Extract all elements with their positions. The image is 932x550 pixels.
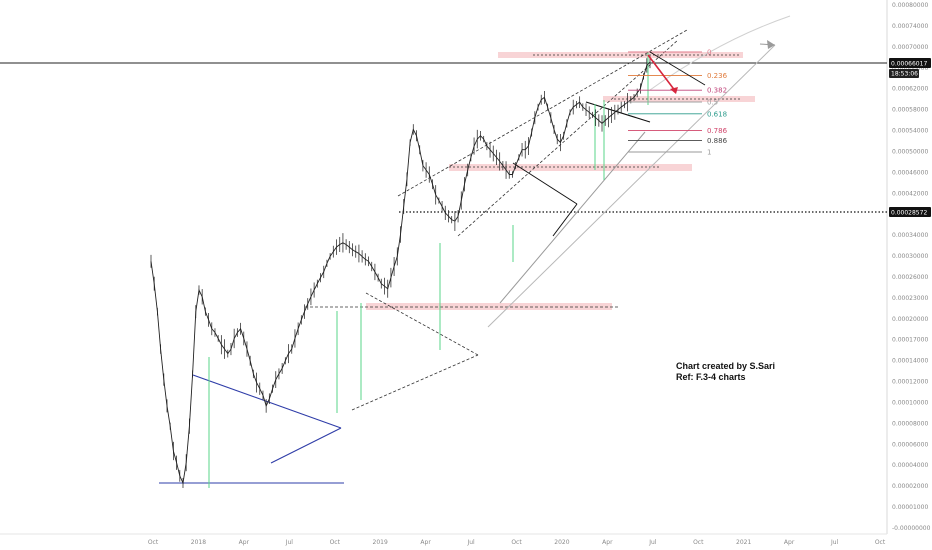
- price-marker-current: 0.00066017 18:53:06: [889, 58, 931, 78]
- x-tick-label: Apr: [239, 539, 250, 546]
- fib-label: 0.786: [707, 127, 728, 135]
- y-tick-label: 0.00030000: [892, 253, 928, 260]
- annotation-line-1: Chart created by S.Sari: [676, 361, 775, 371]
- time-axis[interactable]: Oct 2018 Apr Jul Oct 2019 Apr Jul Oct 2020 Apr Jul O…: [148, 539, 886, 546]
- fib-label: 0.618: [707, 110, 727, 118]
- y-tick-label: 0.00001000: [892, 504, 928, 511]
- x-tick-label: Jul: [648, 539, 657, 546]
- y-tick-label: 0.00046000: [892, 169, 928, 176]
- y-tick-label: 0.00006000: [892, 441, 928, 448]
- x-tick-label: 2019: [373, 539, 388, 546]
- x-tick-label: 2021: [736, 539, 751, 546]
- y-tick-label: 0.00008000: [892, 420, 928, 427]
- dotted-levels: [305, 54, 887, 308]
- fib-retracement: 0 0.236 0.382 0.5 0.618 0.786 0.886 1: [628, 49, 728, 157]
- red-forecast-arrow: [647, 40, 776, 94]
- green-spikes: [208, 52, 649, 488]
- x-tick-label: Oct: [148, 539, 159, 546]
- y-tick-label: 0.00014000: [892, 358, 928, 365]
- y-tick-label: 0.00017000: [892, 337, 928, 344]
- x-tick-label: Oct: [511, 539, 522, 546]
- x-tick-label: Oct: [693, 539, 704, 546]
- y-tick-label: 0.00034000: [892, 232, 928, 239]
- x-tick-label: Apr: [784, 539, 795, 546]
- trend-channel: [351, 29, 688, 411]
- x-tick-label: Jul: [830, 539, 839, 546]
- y-tick-label: 0.00080000: [892, 2, 928, 9]
- x-tick-label: 2020: [554, 539, 569, 546]
- y-tick-label: 0.00054000: [892, 128, 928, 135]
- y-tick-label: 0.00042000: [892, 190, 928, 197]
- y-tick-label: 0.00012000: [892, 379, 928, 386]
- support-zone-lower: [366, 303, 612, 310]
- x-tick-label: Oct: [875, 539, 886, 546]
- fib-label: 0: [707, 49, 711, 57]
- y-tick-label: 0.00026000: [892, 274, 928, 281]
- price-axis[interactable]: 0.00080000 0.00074000 0.00070000 0.00066000…: [892, 2, 931, 532]
- y-tick-label: -0.00000000: [892, 525, 931, 532]
- y-tick-label: 0.00004000: [892, 462, 928, 469]
- x-tick-label: 2018: [191, 539, 206, 546]
- y-tick-label: 0.00058000: [892, 107, 928, 114]
- y-tick-label: 0.00066000: [892, 65, 928, 72]
- y-tick-label: 0.00062000: [892, 86, 928, 93]
- price-marker-current-time: 18:53:06: [891, 71, 918, 78]
- price-series: [150, 55, 651, 488]
- fib-label: 0.886: [707, 137, 728, 145]
- support-zone-upper: [449, 164, 692, 171]
- y-tick-label: 0.00020000: [892, 316, 928, 323]
- y-tick-label: 0.00002000: [892, 483, 928, 490]
- y-tick-label: 0.00010000: [892, 399, 928, 406]
- x-tick-label: Apr: [420, 539, 431, 546]
- fib-label: 0.236: [707, 72, 728, 80]
- x-tick-label: Jul: [466, 539, 475, 546]
- price-marker-secondary-label: 0.00028572: [891, 210, 927, 217]
- price-line: [150, 61, 651, 485]
- blue-triangle: [159, 374, 344, 484]
- x-tick-label: Oct: [330, 539, 341, 546]
- y-tick-label: 0.00023000: [892, 295, 928, 302]
- chart-annotation: Chart created by S.Sari Ref: F.3-4 chart…: [676, 361, 775, 382]
- y-tick-label: 0.00050000: [892, 148, 928, 155]
- y-tick-label: 0.00070000: [892, 44, 928, 51]
- price-marker-current-label: 0.00066017: [891, 61, 927, 68]
- price-marker-secondary: 0.00028572: [889, 207, 931, 217]
- x-tick-label: Jul: [285, 539, 294, 546]
- annotation-line-2: Ref: F.3-4 charts: [676, 372, 746, 382]
- fib-label: 0.5: [707, 99, 718, 107]
- resistance-zone-top: [498, 52, 743, 58]
- y-tick-label: 0.00074000: [892, 23, 928, 30]
- x-tick-label: Apr: [602, 539, 613, 546]
- fib-label: 1: [707, 149, 711, 157]
- fib-label: 0.382: [707, 87, 727, 95]
